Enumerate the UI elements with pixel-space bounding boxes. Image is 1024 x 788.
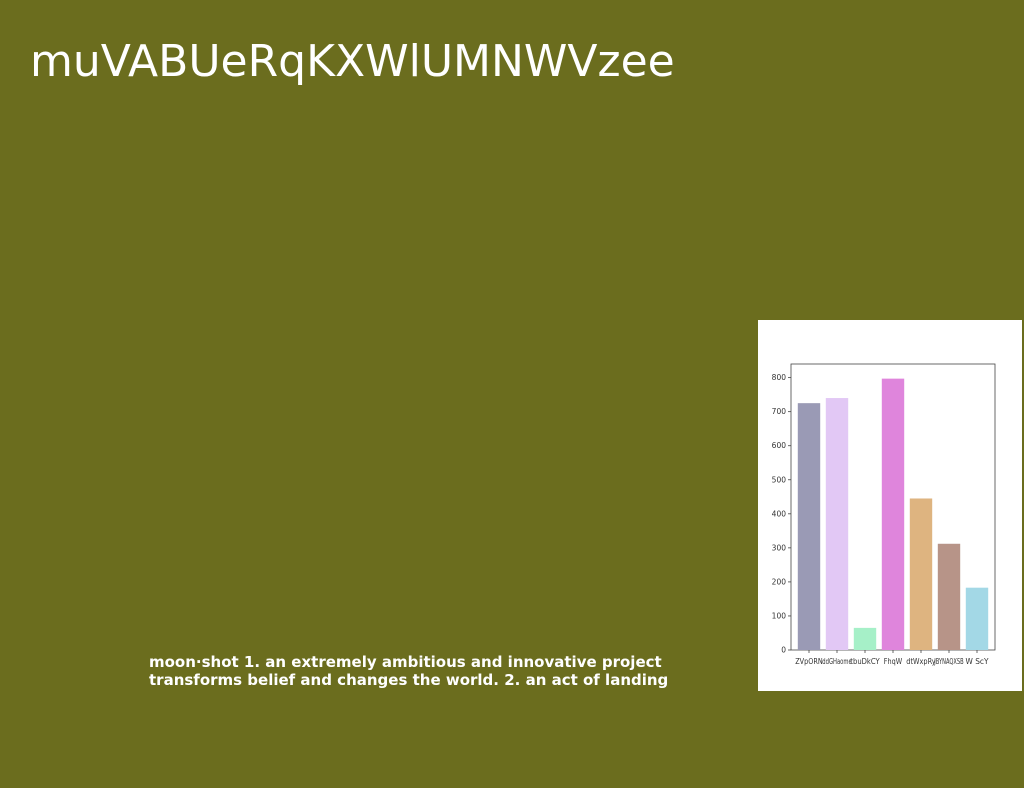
bar-fhqw xyxy=(881,378,905,650)
x-tick-label: tbuDkCY xyxy=(850,657,880,666)
bar-chart: 0 100 200 300 400 500 600 700 800 ZVpORN ddGHaome… xyxy=(772,363,996,666)
y-tick-label: 0 xyxy=(781,646,786,655)
bar-zvporn xyxy=(797,403,821,650)
x-tick-label: FhqW xyxy=(884,657,903,666)
bar-ddghaome xyxy=(825,398,849,650)
x-tick-label: ddGHaome xyxy=(822,657,852,666)
y-tick-label: 200 xyxy=(772,577,787,586)
y-tick-label: 600 xyxy=(772,441,787,450)
caption-line-2: transforms belief and changes the world.… xyxy=(149,671,669,689)
x-tick-label: ZVpORN xyxy=(795,657,823,666)
y-tick-label: 100 xyxy=(772,611,787,620)
caption-line-1: moon·shot 1. an extremely ambitious and … xyxy=(149,653,662,671)
bar-jbynaqxsb xyxy=(937,543,961,650)
slide-caption: moon·shot 1. an extremely ambitious and … xyxy=(149,653,749,689)
y-tick-label: 700 xyxy=(772,407,787,416)
slide-title: muVABUeRqKXWlUMNWVzee xyxy=(30,36,675,87)
x-tick-label: W ScY xyxy=(966,657,989,666)
y-tick-labels: 0 100 200 300 400 500 600 700 800 xyxy=(772,373,791,655)
x-tick-label: JBYNAQXSB xyxy=(934,657,964,666)
x-tick-label: dtWxpRy xyxy=(906,657,936,666)
bar-dtwxpry xyxy=(909,498,933,650)
y-tick-label: 500 xyxy=(772,475,787,484)
bar-tbudkcy xyxy=(853,627,877,650)
bar-w-scy xyxy=(965,587,989,650)
y-tick-label: 800 xyxy=(772,373,787,382)
y-tick-label: 400 xyxy=(772,509,787,518)
y-tick-label: 300 xyxy=(772,543,787,552)
chart-bars xyxy=(797,378,989,650)
chart-panel: 0 100 200 300 400 500 600 700 800 ZVpORN ddGHaome… xyxy=(758,320,1022,691)
